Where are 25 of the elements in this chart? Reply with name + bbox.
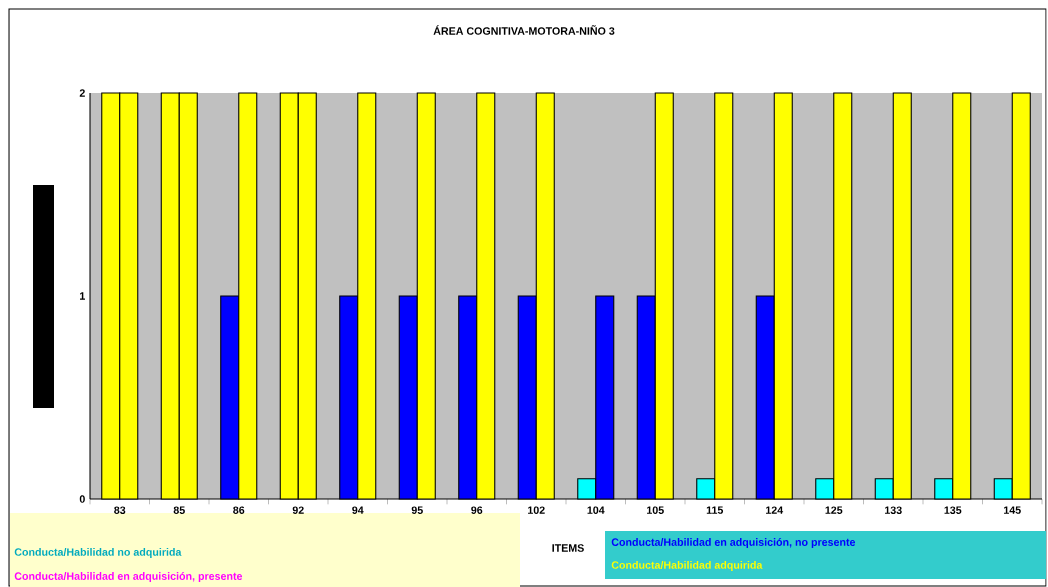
- x-tick-label: 133: [885, 506, 902, 514]
- x-tick-label: 105: [647, 506, 664, 514]
- x-tick-label: 83: [114, 506, 126, 514]
- y-tick-label: 1: [80, 292, 85, 300]
- x-tick-label: 96: [471, 506, 483, 514]
- x-tick-label: 94: [352, 506, 364, 514]
- x-tick-label: 135: [944, 506, 962, 514]
- text: Conducta/Habilidad en adquisición, no presente: [611, 537, 856, 549]
- text: Conducta/Habilidad adquirida: [611, 561, 763, 571]
- chart-title: ÁREA COGNITIVA-MOTORA-NIÑO 3: [433, 25, 615, 35]
- x-tick-label: 86: [233, 506, 245, 514]
- text: Conducta/Habilidad en adquisición, presente: [14, 571, 243, 583]
- x-tick-label: 145: [1004, 506, 1021, 514]
- x-tick-label: 125: [825, 506, 843, 514]
- y-tick-label: 0: [79, 495, 85, 503]
- text: Conducta/Habilidad no adquirida: [14, 548, 182, 558]
- x-tick-label: 102: [528, 506, 545, 514]
- x-tick-label: 95: [411, 506, 423, 514]
- x-tick-label: 115: [706, 506, 724, 514]
- x-tick-label: 104: [587, 506, 605, 514]
- x-tick-label: 85: [173, 506, 185, 514]
- x-tick-label: 92: [292, 506, 304, 514]
- y-tick-label: 2: [79, 89, 85, 97]
- x-axis-title: ITEMS: [552, 544, 584, 552]
- x-tick-label: 124: [766, 506, 784, 514]
